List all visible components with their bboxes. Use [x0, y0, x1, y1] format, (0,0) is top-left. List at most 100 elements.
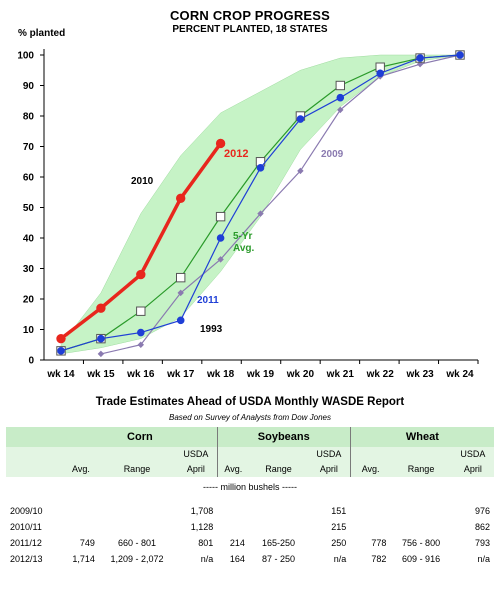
- year-cell: 2012/13: [10, 554, 43, 564]
- range-band: [60, 54, 461, 355]
- wheat-april-cell: n/a: [477, 554, 490, 564]
- y-tick-label: 10: [23, 325, 35, 336]
- soy-april-cell: 250: [331, 538, 347, 548]
- wheat-april-cell: 793: [474, 538, 490, 548]
- corn-avg-cell: [63, 503, 99, 519]
- y-tick-label: 40: [23, 234, 35, 245]
- soy-range-cell: [249, 503, 308, 519]
- data-point-5-yr-avg: [176, 272, 186, 283]
- wheat-avg-cell: 782: [371, 554, 387, 564]
- soy-range-cell: 165-250: [261, 538, 295, 548]
- data-point-2011: [296, 115, 305, 123]
- data-point-2009: [257, 210, 264, 217]
- data-point-2009: [337, 106, 344, 114]
- wheat-april-cell: 862: [474, 522, 490, 532]
- usda-label: USDA: [451, 447, 494, 461]
- data-point-5-yr-avg: [335, 80, 346, 91]
- april-header: April: [308, 461, 351, 477]
- table-row: 2009/10 1,708 151 976: [6, 503, 494, 519]
- data-point-2009: [217, 256, 224, 263]
- april-header: April: [451, 461, 494, 477]
- corn-avg-cell: 749: [79, 538, 95, 548]
- soy-range-cell: [249, 519, 308, 535]
- data-point-2011: [336, 93, 345, 102]
- wheat-range-cell: 609 - 916: [402, 554, 441, 564]
- soy-avg-cell: [217, 519, 249, 535]
- y-tick-label: 30: [23, 264, 35, 275]
- x-tick-label: wk 19: [246, 369, 275, 380]
- range-header: Range: [98, 461, 175, 477]
- soy-april-cell: n/a: [333, 554, 347, 564]
- y-tick-label: 50: [23, 203, 35, 214]
- year-cell: 2010/11: [10, 522, 42, 532]
- y-tick-label: 0: [28, 356, 34, 367]
- y-tick-label: 100: [17, 51, 34, 62]
- x-tick-label: wk 18: [206, 369, 235, 380]
- trade-estimates-table: Corn Soybeans Wheat USDA USDA USDA Avg. …: [6, 427, 494, 567]
- corn-april-cell: 801: [198, 538, 214, 548]
- x-tick-label: wk 22: [366, 369, 395, 380]
- range-header: Range: [248, 461, 309, 477]
- corn-avg-cell: 1,714: [72, 554, 95, 564]
- april-header: April: [174, 461, 218, 477]
- usda-header-row: USDA USDA USDA: [6, 447, 494, 461]
- crop-header-row: Corn Soybeans Wheat: [6, 427, 494, 447]
- crop-header-soybeans: Soybeans: [216, 427, 351, 447]
- data-point-2009: [177, 289, 184, 297]
- data-point-2012: [96, 303, 106, 313]
- y-tick-label: 20: [23, 295, 35, 306]
- x-tick-label: wk 23: [405, 369, 434, 380]
- soy-april-cell: 151: [331, 506, 347, 516]
- x-tick-label: wk 17: [166, 369, 195, 380]
- series-label-2009: 2009: [321, 149, 344, 160]
- wheat-avg-cell: [350, 519, 390, 535]
- corn-april-cell: n/a: [200, 554, 214, 564]
- x-tick-label: wk 24: [445, 369, 474, 380]
- crop-header-wheat: Wheat: [349, 427, 494, 447]
- avg-header: Avg.: [349, 461, 391, 477]
- data-point-2011: [256, 164, 265, 172]
- band-label-2010: 2010: [131, 176, 154, 187]
- series-label-2011: 2011: [197, 295, 219, 306]
- wheat-avg-cell: [350, 503, 390, 519]
- wheat-avg-cell: 778: [371, 538, 387, 548]
- corn-range-cell: 660 - 801: [117, 538, 156, 548]
- y-tick-label: 80: [23, 112, 35, 123]
- soy-range-cell: 87 - 250: [261, 554, 295, 564]
- soy-avg-cell: 164: [229, 554, 245, 564]
- units-row: ----- million bushels -----: [6, 477, 494, 497]
- corn-april-cell: 1,128: [190, 522, 214, 532]
- data-point-5-yr-avg: [215, 211, 226, 222]
- wheat-range-cell: 756 - 800: [402, 538, 441, 548]
- avg-header: Avg.: [63, 461, 99, 477]
- wheat-range-cell: [390, 519, 451, 535]
- year-cell: 2009/10: [10, 506, 43, 516]
- data-point-2011: [456, 51, 464, 59]
- x-tick-label: wk 15: [86, 369, 115, 380]
- series-label-5yr-avg: Avg.: [233, 243, 255, 254]
- data-point-2012: [215, 138, 226, 149]
- table-row: 2012/13 1,714 1,209 - 2,072 n/a 164 87 -…: [6, 551, 494, 567]
- wheat-april-cell: 976: [474, 506, 490, 516]
- corn-range-cell: [99, 519, 175, 535]
- data-point-2009: [416, 60, 424, 68]
- x-tick-label: wk 16: [126, 369, 155, 380]
- annotation-1993: 1993: [200, 324, 223, 335]
- trade-subtitle: Based on Survey of Analysts from Dow Jon…: [169, 413, 331, 422]
- series-line-2009: [100, 54, 461, 355]
- series-label-2012: 2012: [224, 148, 248, 160]
- soy-april-cell: 215: [331, 522, 347, 532]
- corn-range-cell: [99, 503, 175, 519]
- x-tick-label: wk 20: [286, 369, 315, 380]
- corn-range-cell: 1,209 - 2,072: [110, 554, 164, 564]
- x-tick-label: wk 21: [326, 369, 355, 380]
- units-label: ----- million bushels -----: [203, 482, 297, 492]
- data-point-2009: [137, 341, 145, 348]
- soy-avg-cell: [217, 503, 249, 519]
- corn-progress-chart: 0 10 20 30 40 50 60 70 80 90 100 wk 14 wk 15 wk 16 wk …: [17, 49, 479, 380]
- usda-label: USDA: [308, 447, 351, 461]
- y-tick-label: 70: [23, 142, 35, 153]
- avg-header: Avg.: [216, 461, 249, 477]
- data-point-2012: [136, 269, 146, 280]
- chart-title: CORN CROP PROGRESS: [169, 8, 331, 23]
